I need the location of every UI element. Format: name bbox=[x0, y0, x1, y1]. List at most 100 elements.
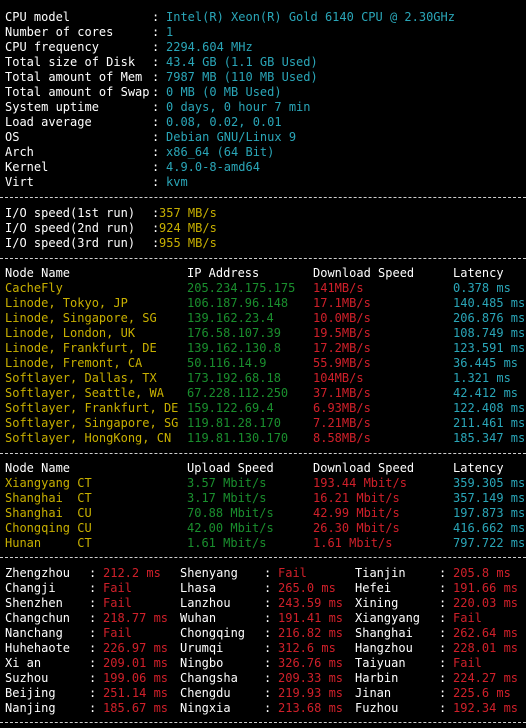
ping-value: 224.27 ms bbox=[453, 671, 519, 685]
ping-city: Changji bbox=[5, 581, 56, 595]
latency: 1.321 ms bbox=[453, 371, 511, 385]
ping-value: 219.93 ms bbox=[278, 686, 344, 700]
node-name: Linode, Fremont, CA bbox=[5, 356, 143, 370]
ping-city: Hangzhou bbox=[355, 641, 413, 655]
ip-address: 106.187.96.148 bbox=[187, 296, 289, 310]
ping-city: Taiyuan bbox=[355, 656, 406, 670]
ping-city: Lhasa bbox=[180, 581, 217, 595]
ping-value: 228.01 ms bbox=[453, 641, 519, 655]
ping-colon: : bbox=[264, 596, 272, 610]
ping-city: Changchun bbox=[5, 611, 71, 625]
col-header-download: Download Speed bbox=[313, 461, 415, 475]
ping-value: 243.59 ms bbox=[278, 596, 344, 610]
ping-colon: : bbox=[264, 686, 272, 700]
ping-value: 191.41 ms bbox=[278, 611, 344, 625]
ping-colon: : bbox=[439, 656, 447, 670]
sysinfo-value: Intel(R) Xeon(R) Gold 6140 CPU @ 2.30GHz bbox=[166, 10, 455, 24]
ping-colon: : bbox=[264, 701, 272, 715]
col-header-latency: Latency bbox=[453, 266, 504, 280]
sysinfo-label: System uptime bbox=[5, 100, 99, 114]
col-header-ip: IP Address bbox=[187, 266, 260, 280]
col-header-upload: Upload Speed bbox=[187, 461, 274, 475]
ping-value: 251.14 ms bbox=[103, 686, 169, 700]
node-name: Softlayer, Frankfurt, DE bbox=[5, 401, 179, 415]
download-speed: 8.58MB/s bbox=[313, 431, 371, 445]
latency: 211.461 ms bbox=[453, 416, 526, 430]
node-name: Xiangyang CT bbox=[5, 476, 92, 490]
node-name: Linode, London, UK bbox=[5, 326, 136, 340]
latency: 108.749 ms bbox=[453, 326, 526, 340]
ping-colon: : bbox=[264, 626, 272, 640]
io-label: I/O speed(3rd run) bbox=[5, 236, 136, 250]
download-speed: 16.21 Mbit/s bbox=[313, 491, 400, 505]
ping-city: Jinan bbox=[355, 686, 392, 700]
latency: 123.591 ms bbox=[453, 341, 526, 355]
ping-city: Nanjing bbox=[5, 701, 56, 715]
download-speed: 17.2MB/s bbox=[313, 341, 371, 355]
sysinfo-label: Kernel bbox=[5, 160, 49, 174]
ping-colon: : bbox=[439, 671, 447, 685]
ping-value: Fail bbox=[103, 596, 132, 610]
node-name: Shanghai CT bbox=[5, 491, 92, 505]
latency: 206.876 ms bbox=[453, 311, 526, 325]
ping-colon: : bbox=[439, 641, 447, 655]
sysinfo-colon: : bbox=[152, 40, 160, 54]
separator bbox=[0, 557, 526, 558]
node-name: Softlayer, Dallas, TX bbox=[5, 371, 157, 385]
download-speed: 141MB/s bbox=[313, 281, 364, 295]
node-name: Softlayer, Seattle, WA bbox=[5, 386, 164, 400]
ping-colon: : bbox=[89, 686, 97, 700]
ping-colon: : bbox=[89, 626, 97, 640]
sysinfo-value: kvm bbox=[166, 175, 188, 189]
sysinfo-value: 43.4 GB (1.1 GB Used) bbox=[166, 55, 318, 69]
sysinfo-label: CPU model bbox=[5, 10, 71, 24]
ping-city: Nanchang bbox=[5, 626, 63, 640]
upload-speed: 3.17 Mbit/s bbox=[187, 491, 267, 505]
upload-speed: 42.00 Mbit/s bbox=[187, 521, 274, 535]
latency: 416.662 ms bbox=[453, 521, 526, 535]
ping-city: Ningbo bbox=[180, 656, 224, 670]
ping-value: 225.6 ms bbox=[453, 686, 511, 700]
sysinfo-label: Arch bbox=[5, 145, 34, 159]
ip-address: 159.122.69.4 bbox=[187, 401, 274, 415]
ip-address: 173.192.68.18 bbox=[187, 371, 281, 385]
ping-colon: : bbox=[264, 656, 272, 670]
node-name: Hunan CT bbox=[5, 536, 92, 550]
download-speed: 17.1MB/s bbox=[313, 296, 371, 310]
download-speed: 1.61 Mbit/s bbox=[313, 536, 393, 550]
sysinfo-value: 0 days, 0 hour 7 min bbox=[166, 100, 311, 114]
ping-colon: : bbox=[89, 671, 97, 685]
ping-value: 213.68 ms bbox=[278, 701, 344, 715]
ip-address: 119.81.28.170 bbox=[187, 416, 281, 430]
node-name: CacheFly bbox=[5, 281, 63, 295]
ping-city: Hefei bbox=[355, 581, 392, 595]
download-speed: 37.1MB/s bbox=[313, 386, 371, 400]
latency: 36.445 ms bbox=[453, 356, 519, 370]
sysinfo-colon: : bbox=[152, 145, 160, 159]
ping-colon: : bbox=[439, 626, 447, 640]
ping-value: 220.03 ms bbox=[453, 596, 519, 610]
ping-value: 312.6 ms bbox=[278, 641, 336, 655]
ping-city: Xi an bbox=[5, 656, 42, 670]
latency: 197.873 ms bbox=[453, 506, 526, 520]
ip-address: 139.162.130.8 bbox=[187, 341, 281, 355]
ip-address: 67.228.112.250 bbox=[187, 386, 289, 400]
ping-value: 212.2 ms bbox=[103, 566, 161, 580]
ping-value: Fail bbox=[453, 611, 482, 625]
ping-value: 265.0 ms bbox=[278, 581, 336, 595]
download-speed: 6.93MB/s bbox=[313, 401, 371, 415]
ping-value: 199.06 ms bbox=[103, 671, 169, 685]
sysinfo-label: CPU frequency bbox=[5, 40, 99, 54]
sysinfo-value: 4.9.0-8-amd64 bbox=[166, 160, 260, 174]
sysinfo-label: Total amount of Mem bbox=[5, 70, 143, 84]
ping-city: Shenyang bbox=[180, 566, 238, 580]
separator bbox=[0, 258, 526, 259]
node-name: Softlayer, HongKong, CN bbox=[5, 431, 172, 445]
ping-value: Fail bbox=[103, 626, 132, 640]
download-speed: 42.99 Mbit/s bbox=[313, 506, 400, 520]
ping-colon: : bbox=[439, 686, 447, 700]
ping-city: Beijing bbox=[5, 686, 56, 700]
ping-value: 326.76 ms bbox=[278, 656, 344, 670]
node-name: Softlayer, Singapore, SG bbox=[5, 416, 179, 430]
